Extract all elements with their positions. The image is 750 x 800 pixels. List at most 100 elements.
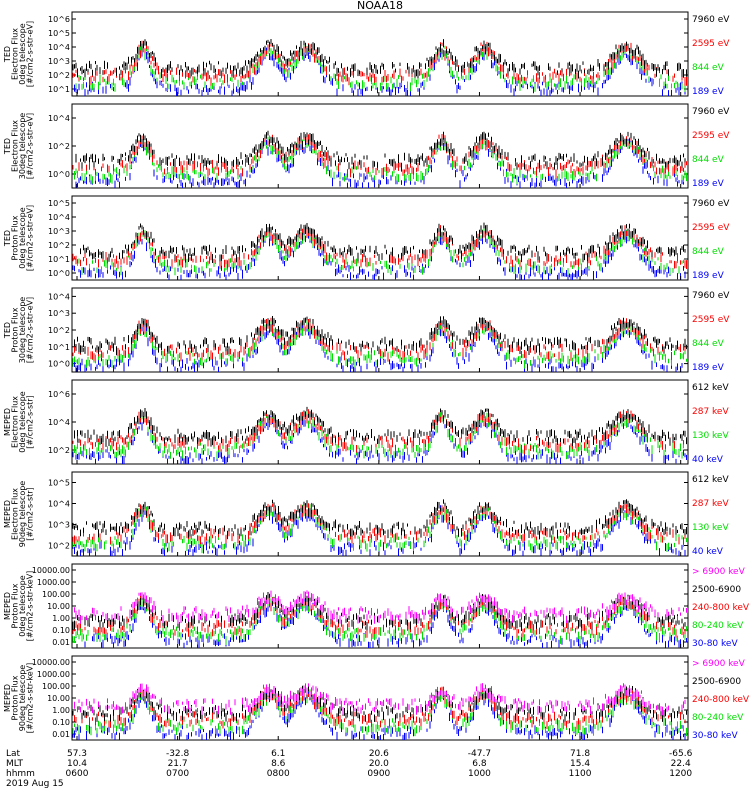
legend-entry: 2500-6900 (692, 677, 741, 687)
series-trace (72, 684, 687, 722)
legend-entry: 30-80 keV (692, 639, 738, 649)
y-tick-label: 10^4 (48, 43, 70, 52)
y-axis-label: 30deg telescope (18, 297, 27, 364)
y-axis-label: MEPED (3, 684, 12, 712)
legend-entry: 612 keV (692, 383, 729, 393)
series-trace (72, 224, 687, 269)
series-trace (74, 590, 687, 625)
series-trace (72, 501, 686, 546)
y-axis-label: Proton Flux (11, 675, 20, 720)
legend-entry: 130 keV (692, 523, 729, 533)
panel-4 (71, 287, 689, 373)
footer-value: 71.8 (570, 749, 590, 759)
y-tick-label: 10^2 (48, 446, 70, 455)
y-tick-label: 10^6 (48, 390, 70, 399)
series-trace (72, 409, 687, 455)
legend-entry: 612 keV (692, 475, 729, 485)
series-trace (72, 596, 687, 645)
panel-2 (71, 103, 689, 189)
legend-entry: 240-800 keV (692, 603, 750, 613)
chart-title: NOAA18 (357, 0, 403, 12)
legend-entry: 2595 eV (692, 315, 730, 325)
footer-row-label: MLT (6, 759, 24, 769)
legend-entry: 30-80 keV (692, 731, 738, 741)
footer-value: 0900 (367, 769, 390, 779)
y-tick-label: 10000.00 (32, 566, 70, 575)
y-tick-label: 100.00 (42, 682, 70, 691)
series-trace (74, 406, 687, 447)
y-tick-label: 10^5 (48, 479, 70, 488)
legend-entry: 844 eV (692, 339, 725, 349)
legend-entry: 189 eV (692, 363, 725, 373)
y-tick-label: 10^5 (48, 29, 70, 38)
y-axis-label: MEPED (3, 408, 12, 436)
panel-frame (71, 103, 689, 189)
panel-frame (71, 11, 689, 97)
y-tick-label: 0.10 (52, 718, 70, 727)
legend-entry: 7960 eV (692, 15, 730, 25)
footer-value: 0800 (267, 769, 290, 779)
y-tick-label: 10^4 (48, 292, 70, 301)
footer-date: 2019 Aug 15 (6, 779, 64, 789)
footer-value: 6.8 (472, 759, 487, 769)
footer-value: 0700 (166, 769, 189, 779)
y-tick-label: 10^3 (48, 521, 70, 530)
footer-value: 21.7 (168, 759, 188, 769)
panel-7 (71, 563, 689, 649)
y-axis-label: TED (3, 138, 12, 155)
footer-value: 20.0 (369, 759, 389, 769)
footer-value: 20.6 (369, 749, 389, 759)
legend-entry: 240-800 keV (692, 695, 750, 705)
y-axis-label: 0deg telescope (18, 207, 27, 268)
panel-5 (71, 379, 689, 465)
y-tick-label: 10^5 (48, 199, 70, 208)
y-axis-label: Proton Flux (11, 583, 20, 628)
y-axis-label: TED (3, 46, 12, 63)
y-tick-label: 10^2 (48, 142, 70, 151)
legend-entry: 287 keV (692, 407, 729, 417)
y-tick-label: 1.00 (52, 614, 70, 623)
footer-value: 22.4 (671, 759, 691, 769)
series-trace (72, 687, 687, 737)
footer-value: -47.7 (468, 749, 491, 759)
legend-entry: > 6900 keV (692, 567, 746, 577)
y-tick-label: 0.01 (52, 730, 70, 739)
y-axis-label: Electron Flux (11, 120, 20, 172)
y-tick-label: 10^3 (48, 309, 70, 318)
series-trace (74, 316, 687, 356)
series-trace (74, 686, 686, 730)
y-tick-label: 10^3 (48, 227, 70, 236)
y-tick-label: 10^4 (48, 213, 70, 222)
y-tick-label: 10^1 (48, 255, 70, 264)
y-tick-label: 10^0 (48, 360, 70, 369)
footer-row-label: hhmm (6, 769, 35, 779)
series-trace (72, 503, 687, 554)
series-trace (74, 683, 686, 717)
series-trace (77, 226, 684, 277)
y-tick-label: 10^2 (48, 326, 70, 335)
legend-entry: 189 eV (692, 87, 725, 97)
y-axis-label: 30deg telescope (18, 113, 27, 180)
legend-entry: 80-240 keV (692, 621, 744, 631)
y-axis-label: TED (3, 230, 12, 247)
y-axis-label: Electron Flux (11, 28, 20, 80)
y-tick-label: 10000.00 (32, 658, 70, 667)
y-tick-label: 10^2 (48, 71, 70, 80)
y-tick-label: 1000.00 (37, 670, 70, 679)
y-tick-label: 10^4 (48, 500, 70, 509)
y-axis-label: [#/cm2-s-str-eV] (26, 21, 35, 87)
footer-value: -32.8 (166, 749, 190, 759)
series-trace (72, 499, 687, 540)
footer-value: 57.3 (67, 749, 87, 759)
y-tick-label: 10^6 (48, 15, 70, 24)
y-tick-label: 10^0 (48, 269, 70, 278)
panel-6 (71, 471, 689, 557)
series-trace (75, 130, 686, 172)
legend-entry: 2595 eV (692, 39, 730, 49)
y-axis-label: 90deg telescope (18, 665, 27, 732)
footer-value: 1200 (669, 769, 692, 779)
y-tick-label: 10.00 (47, 694, 70, 703)
legend-entry: 7960 eV (692, 107, 730, 117)
y-tick-label: 10^2 (48, 542, 70, 551)
